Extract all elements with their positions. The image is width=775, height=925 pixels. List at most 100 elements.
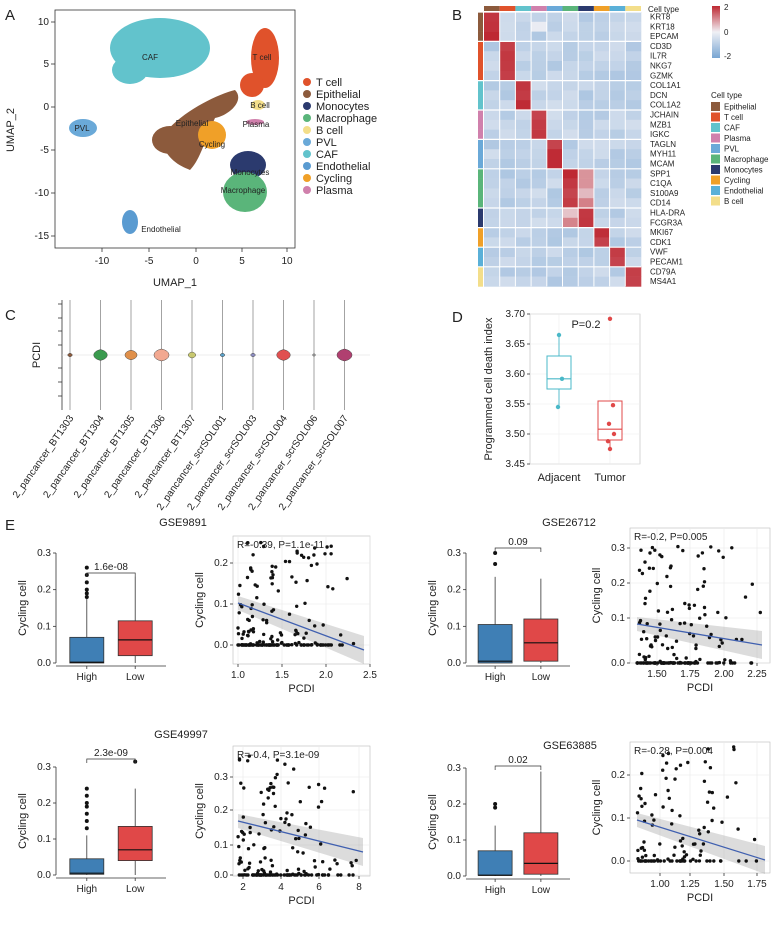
heatmap-cell [531,90,548,101]
boxplot-outlier [84,595,89,599]
scatter-ytick-label: 0.2 [214,805,228,816]
scatter-point [297,836,301,841]
heatmap-cell [593,159,610,170]
scatter-point [351,641,356,646]
scatter-point [705,800,710,804]
heatmap-cell [531,51,548,62]
heatmap-cell [609,51,626,62]
scatter-point [722,661,726,665]
heatmap-cell [593,208,610,219]
scatter-point [744,859,748,863]
umap-cluster-label: Monocytes [231,168,270,177]
scatter-point [643,601,647,606]
heatmap-cell [578,61,595,72]
boxplot-panel-d: 3.70 3.65 3.60 3.55 3.50 3.45 Programmed cell … [483,309,641,484]
panel-d-point [555,404,561,410]
scatter-confidence-band [637,617,762,659]
scatter-point [302,869,306,874]
heatmap-cell [531,41,548,52]
scatter-point [284,873,289,877]
panel-d-box [597,400,623,441]
heatmap-cell [625,276,642,287]
violin-body [124,349,138,361]
scatter-point [268,870,273,874]
scatter-ytick-label: 0.2 [611,578,625,589]
heatmap-cell [578,41,595,52]
scatter-point [262,602,266,606]
scatter-point [258,639,262,644]
scatter-point [758,610,762,615]
heatmap-cell [625,168,642,179]
scatter-point [251,873,255,877]
scatter-confidence-band [637,813,765,874]
heatmap-cell [515,119,532,130]
heatmap-cell [515,139,532,150]
scatter-point [656,661,660,665]
heatmap-cell [484,110,500,121]
scatter-xlabel: PCDI [288,895,314,907]
heatmap-cell [484,266,500,277]
panel-d-pvalue: P=0.2 [571,319,600,331]
panel-d-box [546,355,572,390]
scatter-point [698,832,702,836]
heatmap-cell [625,80,642,91]
heatmap-cell [546,247,563,258]
scatter-ylabel: Cycling cell [591,780,603,836]
scatter-point [268,873,272,877]
heatmap-cell [625,266,642,277]
scatter-regression-line [237,602,365,651]
scatter-point [670,808,674,813]
scatter-point [259,540,263,545]
scatter-point [682,621,687,625]
heatmap-cell [499,61,516,72]
scatter-point [319,643,323,647]
heatmap-cell [484,100,500,111]
scatter-point [639,797,643,801]
scatter-point [264,618,269,623]
scatter-point [328,867,332,871]
umap-cluster-label: CAF [142,53,158,62]
heatmap-gene-label: S100A9 [650,189,679,198]
heatmap-cell [593,100,610,111]
heatmap-cell [609,119,626,130]
scatter-point [752,837,757,842]
scatter-point [306,873,311,877]
scatter-point [308,825,313,829]
scatter-point [246,634,250,638]
heatmap-cell [609,217,626,228]
scatter-point [291,846,295,850]
scatter-point [712,806,716,810]
panel-letter-d: D [452,309,463,326]
heatmap-cell [531,31,548,42]
heatmap-row-group [478,90,483,101]
heatmap-cell [531,276,548,287]
boxplot-bracket [494,765,542,770]
scatter-point [656,609,661,613]
scatter-point [720,641,724,645]
scatter-point [256,869,260,873]
heatmap-cell [499,100,516,111]
heatmap-gene-label: MS4A1 [650,277,677,286]
scatter-point [703,760,707,764]
heatmap-cell [546,31,563,42]
heatmap-cell [609,41,626,52]
scatter-point [675,859,679,863]
scatter-point [339,633,343,637]
scatter-xtick-label: 4 [278,882,284,893]
umap-cluster-label: T cell [253,53,272,62]
heatmap-cell [609,159,626,170]
umap-legend-dot [303,114,311,122]
heatmap-legend-label: Epithelial [724,103,757,112]
scatter-point [640,571,645,576]
scatter-point [705,859,709,863]
umap-legend-label: Cycling [316,173,352,185]
umap-legend-dot [303,138,311,146]
scatter-confidence-band [238,596,364,664]
umap-panel: CAF T cell B cell Plasma PVL Epithelial Cyclin… [5,9,377,289]
boxplot-outlier [84,801,89,805]
scatter-point [240,636,244,641]
scatter-ylabel: Cycling cell [591,568,603,624]
heatmap-cell [531,149,548,160]
scatter-point [684,661,688,665]
scatter-point [702,580,707,584]
